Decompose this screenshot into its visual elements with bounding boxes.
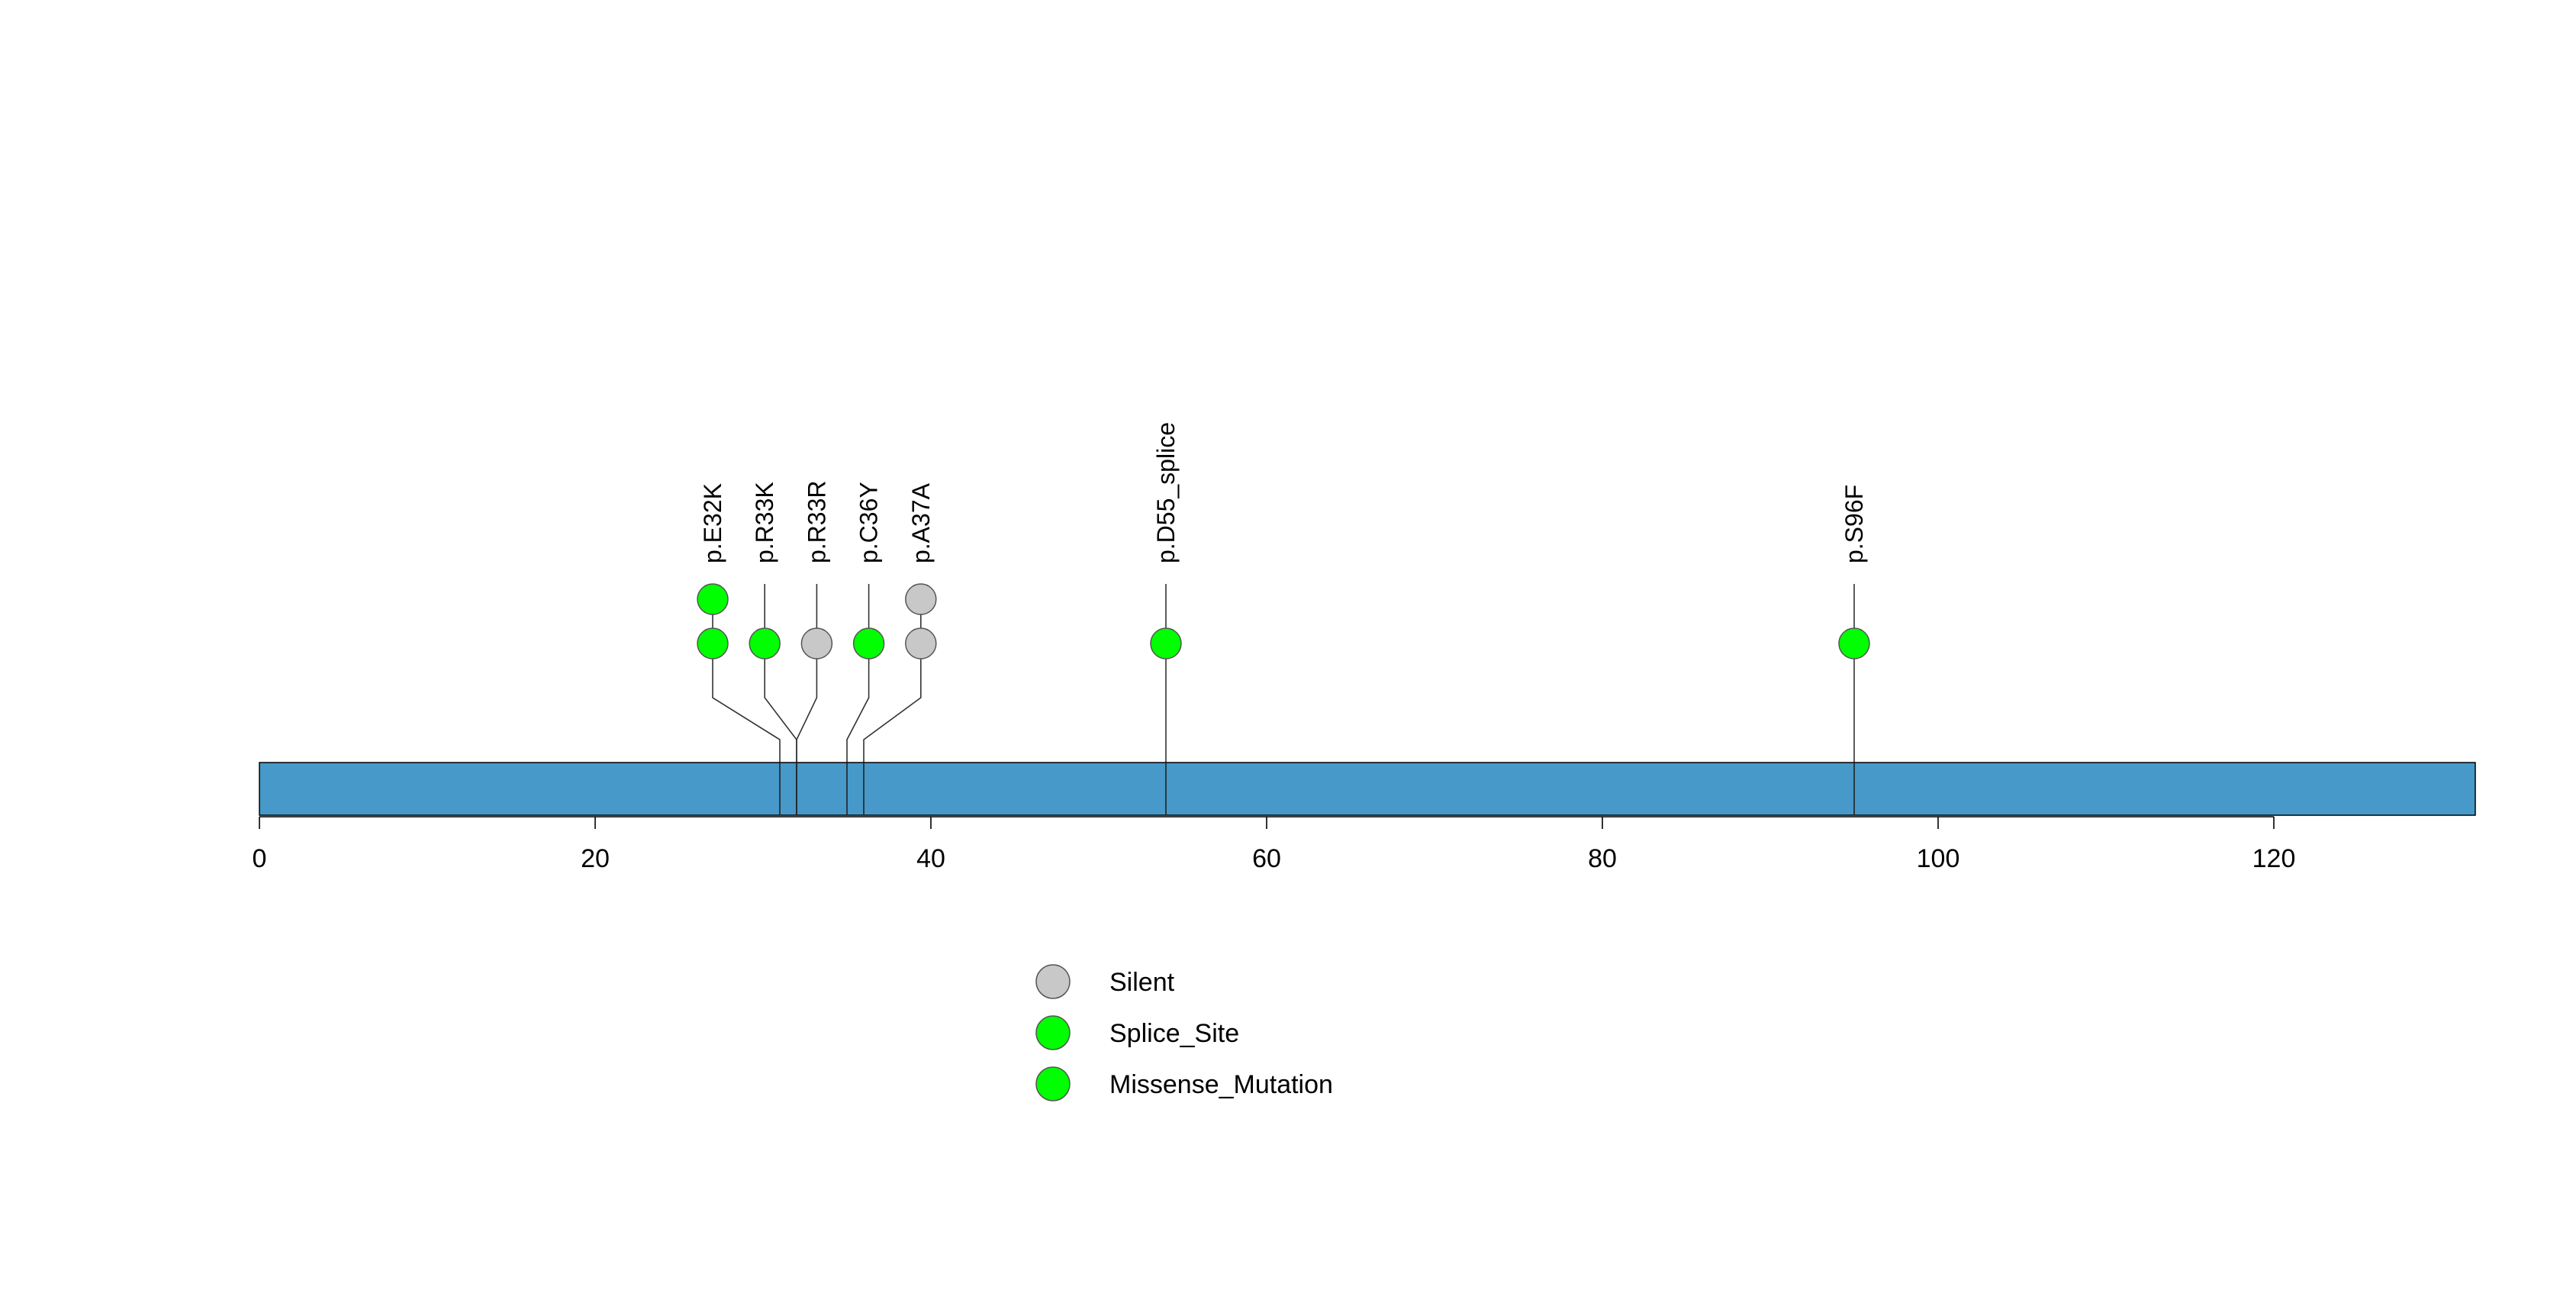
x-axis: 0 20 40 60 80 100 120 (253, 816, 2296, 873)
mutation-circle (800, 627, 833, 660)
mutation-label: p.D55_splice (1152, 422, 1180, 563)
x-tick-label: 120 (2252, 844, 2296, 873)
x-tick-label: 20 (581, 844, 610, 873)
mutation-label: p.E32K (699, 483, 726, 563)
mutation-circle (749, 627, 781, 660)
legend-label: Silent (1109, 968, 1175, 997)
x-tick-label: 80 (1588, 844, 1617, 873)
legend-swatch (1035, 1066, 1071, 1101)
legend: Silent Splice_Site Missense_Mutation (1035, 964, 1333, 1101)
legend-label: Splice_Site (1109, 1019, 1239, 1048)
mutation-label: p.A37A (907, 482, 935, 563)
mutation-circle (1838, 627, 1870, 660)
mutation-lollipops: p.E32K p.R33K p.R33R p.C36Y p.A37A p.D55_spli… (697, 422, 1870, 660)
x-tick-label: 100 (1917, 844, 1960, 873)
mutation-circle (697, 627, 729, 660)
mutation-circle (905, 627, 937, 660)
mutation-circle (905, 583, 937, 615)
protein-domain-bar (259, 762, 2476, 816)
legend-swatch (1035, 964, 1071, 999)
mutation-label: p.R33R (803, 481, 830, 564)
mutation-label: p.R33K (751, 482, 778, 563)
mutation-label: p.S96F (1840, 485, 1868, 563)
x-tick-label: 0 (253, 844, 267, 873)
mutation-circle (1150, 627, 1182, 660)
legend-label: Missense_Mutation (1109, 1070, 1333, 1099)
mutation-label: p.C36Y (855, 482, 883, 563)
x-tick-label: 40 (916, 844, 945, 873)
legend-swatch (1035, 1015, 1071, 1050)
protein-bar (259, 762, 2476, 816)
mutation-circle (852, 627, 885, 660)
x-tick-label: 60 (1252, 844, 1281, 873)
mutation-circle (697, 583, 729, 615)
